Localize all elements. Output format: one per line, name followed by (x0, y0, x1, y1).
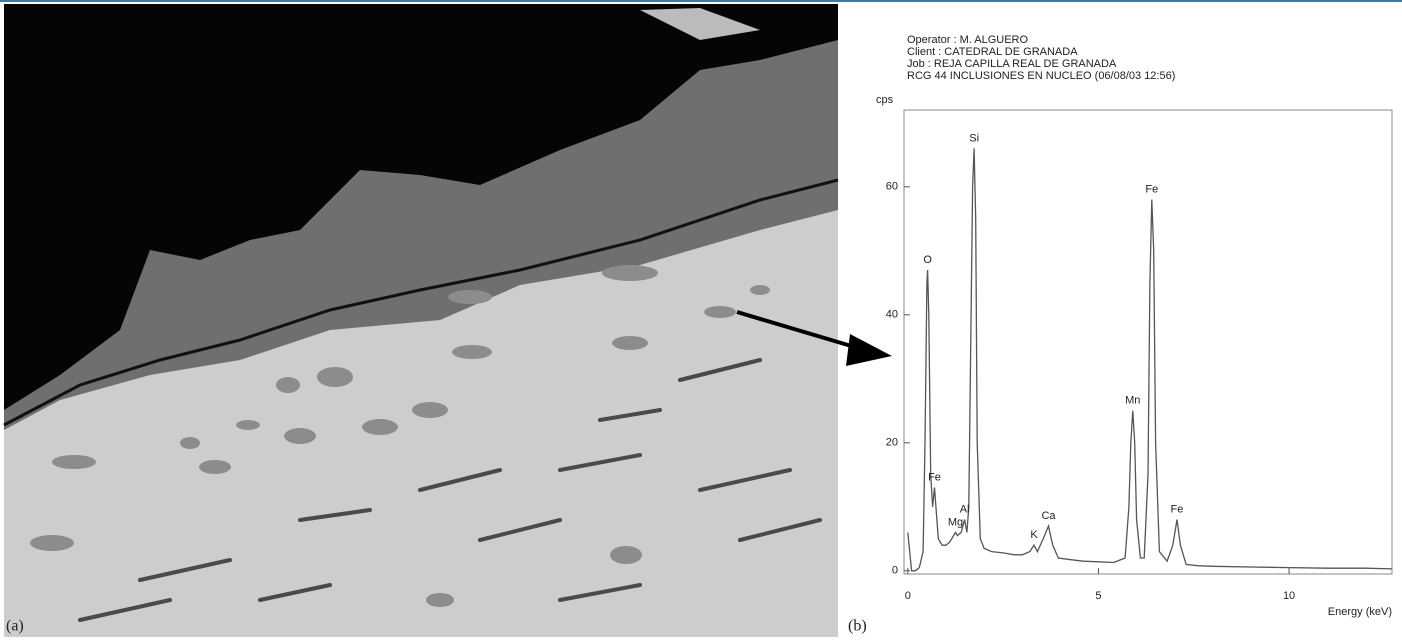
plot-frame (903, 109, 1393, 575)
peak-label: Fe (1145, 184, 1158, 196)
panel-label: (b) (848, 618, 867, 635)
panel-label: (a) (6, 618, 24, 635)
y-tick-label: 20 (886, 437, 898, 449)
x-tick-label: 5 (1095, 590, 1101, 602)
y-tick-label: 0 (892, 565, 898, 577)
peak-label: Ca (1041, 510, 1056, 522)
x-tick-label: 0 (905, 590, 911, 602)
y-tick-label: 40 (886, 309, 898, 321)
arrow (736, 310, 892, 366)
header-line: RCG 44 INCLUSIONES EN NUCLEO (06/08/03 1… (907, 70, 1175, 82)
peak-label: K (1030, 529, 1038, 541)
peak-label: Si (969, 132, 979, 144)
x-axis-label: Energy (keV) (1328, 606, 1392, 618)
header-line: Operator : M. ALGUERO (907, 34, 1028, 46)
peak-label: Mn (1125, 395, 1140, 407)
peak-label: Fe (1171, 504, 1184, 516)
spectrum-line (907, 148, 1393, 572)
peak-label: Fe (928, 472, 941, 484)
header-line: Client : CATEDRAL DE GRANADA (907, 46, 1078, 58)
y-tick-label: 60 (886, 181, 898, 193)
header-line: Job : REJA CAPILLA REAL DE GRANADA (907, 58, 1117, 70)
peak-label: Al (960, 504, 970, 516)
peak-label: Mg (948, 516, 963, 528)
peak-label: O (923, 254, 932, 266)
x-tick-label: 10 (1283, 590, 1295, 602)
y-axis-label: cps (876, 94, 894, 106)
sem-image: (a) (3, 4, 839, 637)
